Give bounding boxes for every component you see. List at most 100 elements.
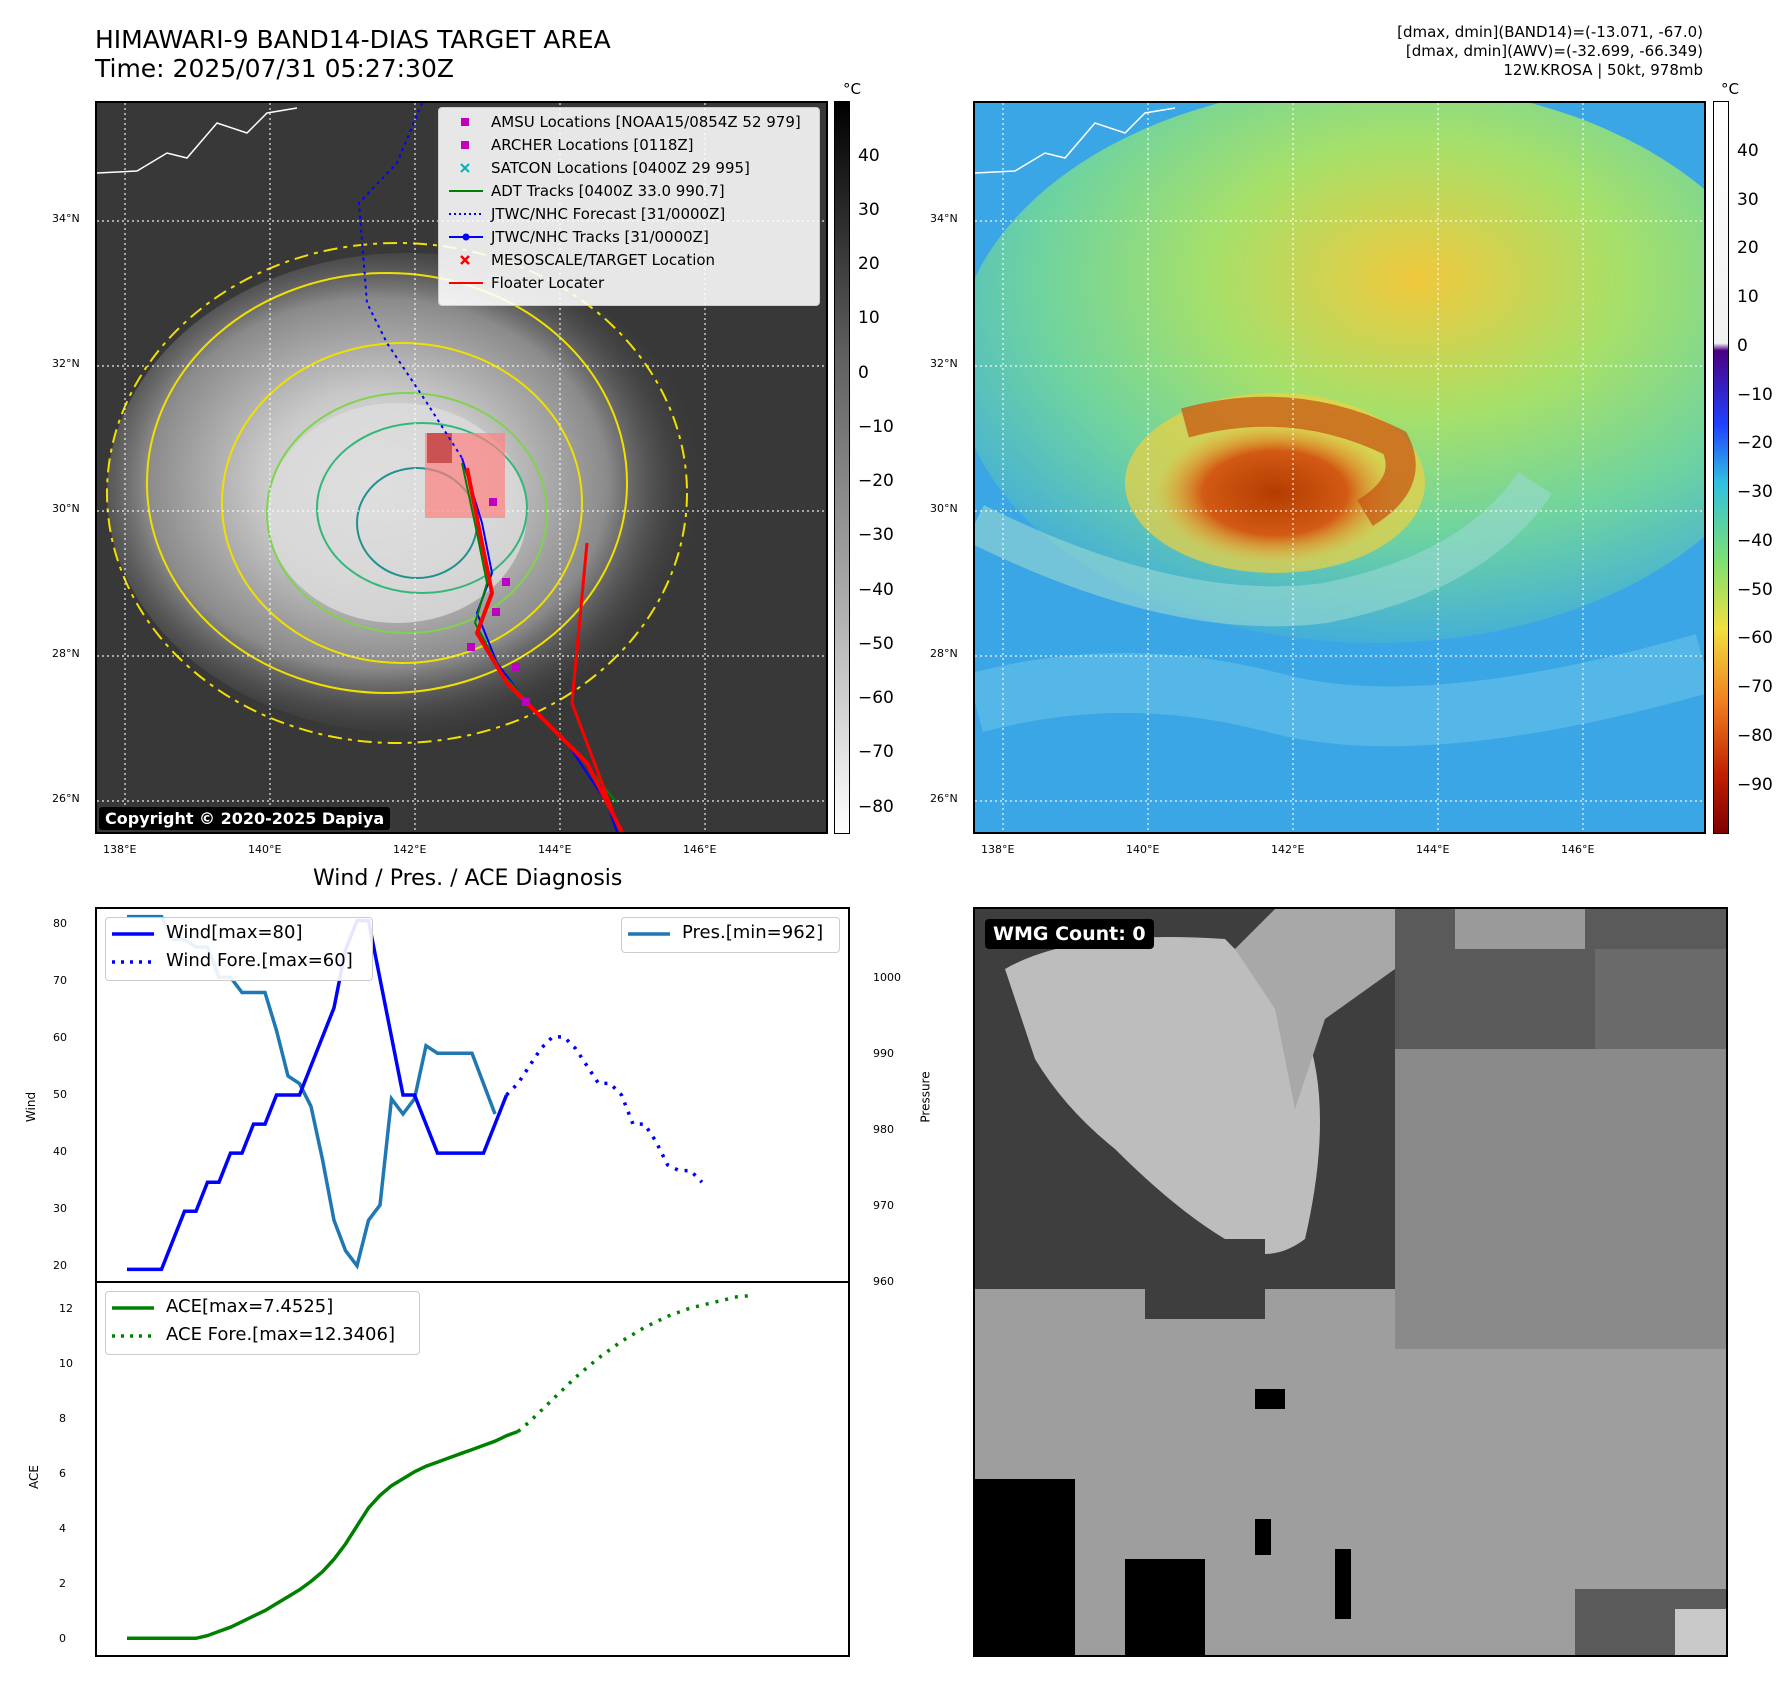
ir-lon-tick: 140°E <box>248 843 282 856</box>
series-line-wind-max-80 <box>127 918 509 1272</box>
ir-lat-tick: 34°N <box>52 212 80 225</box>
ir-colorbar-tick: 0 <box>858 363 869 383</box>
wmg-panel: WMG Count: 0 <box>973 907 1728 1657</box>
wv-colorbar-tick: −50 <box>1737 580 1773 600</box>
pressure-tick: 980 <box>873 1123 894 1136</box>
wv-colorbar-tick: −90 <box>1737 775 1773 795</box>
wv-colorbar-tick: −60 <box>1737 628 1773 648</box>
wv-lon-tick: 140°E <box>1126 843 1160 856</box>
wind-fore-legend-label: Wind Fore.[max=60] <box>166 950 353 971</box>
ir-colorbar <box>834 101 850 834</box>
ace-tick: 12 <box>59 1302 73 1315</box>
ir-colorbar-unit: °C <box>843 80 861 98</box>
pressure-tick: 990 <box>873 1047 894 1060</box>
wv-colorbar-tick: 20 <box>1737 238 1759 258</box>
ir-map-panel: AMSU Locations [NOAA15/0854Z 52 979] ARC… <box>95 101 828 834</box>
wv-lat-tick: 34°N <box>930 212 958 225</box>
legend-line-icon <box>112 932 154 964</box>
ir-lon-tick: 142°E <box>393 843 427 856</box>
ir-colorbar-tick: −10 <box>858 417 894 437</box>
wmg-image <box>975 909 1726 1655</box>
diagnosis-title: Wind / Pres. / ACE Diagnosis <box>313 866 623 891</box>
ir-colorbar-tick: 40 <box>858 146 880 166</box>
ace-legend-label: ACE[max=7.4525] <box>166 1296 334 1317</box>
ace-fore-legend-label: ACE Fore.[max=12.3406] <box>166 1324 395 1345</box>
copyright-label: Copyright © 2020-2025 Dapiya <box>99 807 391 830</box>
x-marker-icon <box>460 163 470 173</box>
legend-line-icon <box>112 1306 154 1338</box>
wv-lat-tick: 28°N <box>930 647 958 660</box>
wind-tick: 30 <box>53 1202 67 1215</box>
series-line-ace-max-7-4525 <box>127 1429 519 1641</box>
wv-colorbar-tick: −70 <box>1737 677 1773 697</box>
wv-lon-tick: 144°E <box>1416 843 1450 856</box>
wv-colorbar-tick: 40 <box>1737 141 1759 161</box>
pressure-tick: 1000 <box>873 971 901 984</box>
ace-tick: 2 <box>59 1577 66 1590</box>
wv-colorbar-tick: −80 <box>1737 726 1773 746</box>
ir-legend: AMSU Locations [NOAA15/0854Z 52 979] ARC… <box>438 107 820 306</box>
wind-legend: Wind[max=80] Wind Fore.[max=60] <box>105 917 373 981</box>
x-marker-icon <box>460 255 470 265</box>
ir-colorbar-tick: −20 <box>858 471 894 491</box>
figure-title: HIMAWARI-9 BAND14-DIAS TARGET AREA <box>95 25 611 54</box>
ir-colorbar-tick: −50 <box>858 634 894 654</box>
ir-colorbar-tick: 10 <box>858 308 880 328</box>
wv-lat-tick: 26°N <box>930 792 958 805</box>
wv-colorbar-unit: °C <box>1721 80 1739 98</box>
series-line-wind-fore-max-60 <box>505 1035 704 1184</box>
pressure-tick: 960 <box>873 1275 894 1288</box>
ace-ylabel: ACE <box>26 1465 41 1489</box>
ace-tick: 0 <box>59 1632 66 1645</box>
ace-legend: ACE[max=7.4525] ACE Fore.[max=12.3406] <box>105 1291 420 1355</box>
wind-legend-label: Wind[max=80] <box>166 922 303 943</box>
info-storm: 12W.KROSA | 50kt, 978mb <box>1503 61 1703 79</box>
wv-colorbar-tick: 30 <box>1737 190 1759 210</box>
ace-tick: 4 <box>59 1522 66 1535</box>
wv-colorbar-tick: −10 <box>1737 385 1773 405</box>
pressure-ylabel: Pressure <box>918 1071 933 1123</box>
wv-lon-tick: 138°E <box>981 843 1015 856</box>
wind-tick: 50 <box>53 1088 67 1101</box>
wv-lon-tick: 142°E <box>1271 843 1305 856</box>
wind-pressure-plot: Wind[max=80] Wind Fore.[max=60] Pres.[mi… <box>95 907 850 1283</box>
wind-ylabel: Wind <box>24 1091 39 1123</box>
wind-tick: 60 <box>53 1031 67 1044</box>
ir-colorbar-tick: −60 <box>858 688 894 708</box>
ir-colorbar-tick: −30 <box>858 525 894 545</box>
ace-tick: 6 <box>59 1467 66 1480</box>
ace-svg <box>127 1294 749 1641</box>
pressure-legend-label: Pres.[min=962] <box>682 922 824 943</box>
ir-colorbar-tick: −40 <box>858 580 894 600</box>
pressure-legend: Pres.[min=962] <box>621 917 840 953</box>
wv-colorbar-tick: −30 <box>1737 482 1773 502</box>
ace-tick: 8 <box>59 1412 66 1425</box>
ir-colorbar-tick: −70 <box>858 742 894 762</box>
dotted-line-icon <box>449 213 483 215</box>
ir-lon-tick: 146°E <box>683 843 717 856</box>
pressure-tick: 970 <box>873 1199 894 1212</box>
legend-line-icon <box>628 932 670 936</box>
ir-lon-tick: 144°E <box>538 843 572 856</box>
wmg-count-label: WMG Count: 0 <box>985 919 1154 949</box>
wv-lat-tick: 32°N <box>930 357 958 370</box>
wv-satellite-image <box>975 103 1704 832</box>
line-marker-icon <box>449 190 483 192</box>
wv-colorbar-tick: −20 <box>1737 433 1773 453</box>
ir-colorbar-tick: −80 <box>858 797 894 817</box>
wv-colorbar-tick: 0 <box>1737 336 1748 356</box>
square-marker-icon <box>461 118 469 126</box>
wv-map-panel <box>973 101 1706 834</box>
wv-colorbar-tick: 10 <box>1737 287 1759 307</box>
square-marker-icon <box>461 141 469 149</box>
ace-tick: 10 <box>59 1357 73 1370</box>
ir-lat-tick: 26°N <box>52 792 80 805</box>
info-awv: [dmax, dmin](AWV)=(-32.699, -66.349) <box>1405 42 1703 60</box>
line-marker-icon <box>449 282 483 284</box>
ir-lat-tick: 32°N <box>52 357 80 370</box>
wv-colorbar-tick: −40 <box>1737 531 1773 551</box>
wv-colorbar <box>1713 101 1729 834</box>
wind-tick: 40 <box>53 1145 67 1158</box>
ir-colorbar-tick: 20 <box>858 254 880 274</box>
wv-lat-tick: 30°N <box>930 502 958 515</box>
